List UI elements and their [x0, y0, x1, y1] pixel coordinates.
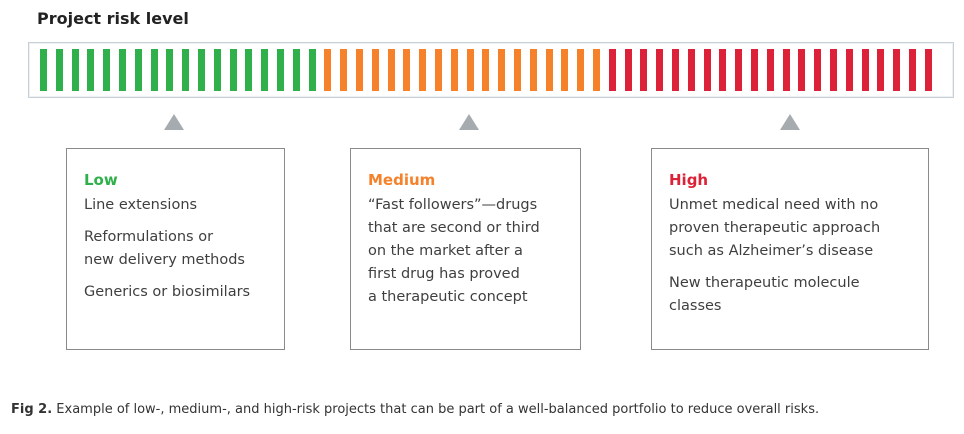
- high-risk-segment: [704, 49, 711, 91]
- low-risk-segment: [309, 49, 316, 91]
- low-risk-segment: [261, 49, 268, 91]
- low-risk-segment: [166, 49, 173, 91]
- low-risk-item: Generics or biosimilars: [84, 284, 251, 300]
- medium-risk-segment: [435, 49, 442, 91]
- high-risk-segment: [814, 49, 821, 91]
- low-risk-segment: [103, 49, 110, 91]
- medium-risk-segment: [593, 49, 600, 91]
- low-risk-item: Reformulations or new delivery methods: [84, 229, 245, 268]
- high-risk-heading: High: [669, 171, 709, 189]
- medium-risk-box: Medium “Fast followers”—drugs that are s…: [350, 148, 581, 350]
- medium-risk-segment: [514, 49, 521, 91]
- medium-risk-segment: [388, 49, 395, 91]
- medium-risk-segment: [530, 49, 537, 91]
- low-risk-segment: [230, 49, 237, 91]
- caption-label: Fig 2.: [11, 402, 53, 417]
- low-risk-segment: [119, 49, 126, 91]
- low-risk-segment: [277, 49, 284, 91]
- medium-risk-segment: [340, 49, 347, 91]
- high-risk-segment: [672, 49, 679, 91]
- medium-risk-segment: [561, 49, 568, 91]
- medium-risk-segment: [451, 49, 458, 91]
- low-risk-segment: [40, 49, 47, 91]
- low-risk-item: Line extensions: [84, 197, 198, 213]
- high-risk-segment: [830, 49, 837, 91]
- medium-risk-item: “Fast followers”—drugs that are second o…: [368, 197, 540, 305]
- high-risk-segment: [640, 49, 647, 91]
- high-risk-segment: [719, 49, 726, 91]
- figure-caption: Fig 2. Example of low-, medium-, and hig…: [11, 402, 819, 417]
- low-risk-segment: [56, 49, 63, 91]
- high-risk-segment: [688, 49, 695, 91]
- low-risk-segment: [293, 49, 300, 91]
- high-risk-segment: [656, 49, 663, 91]
- medium-pointer-arrow-icon: [459, 114, 479, 130]
- low-risk-segment: [182, 49, 189, 91]
- low-risk-segment: [87, 49, 94, 91]
- low-risk-segment: [245, 49, 252, 91]
- high-risk-segment: [798, 49, 805, 91]
- medium-risk-segment: [467, 49, 474, 91]
- diagram-title: Project risk level: [37, 9, 189, 28]
- high-risk-segment: [783, 49, 790, 91]
- medium-risk-segment: [482, 49, 489, 91]
- low-risk-segment: [214, 49, 221, 91]
- medium-risk-segment: [324, 49, 331, 91]
- medium-risk-heading: Medium: [368, 171, 436, 189]
- medium-risk-segment: [577, 49, 584, 91]
- high-risk-segment: [767, 49, 774, 91]
- high-risk-item: New therapeutic molecule classes: [669, 275, 860, 314]
- high-risk-segment: [893, 49, 900, 91]
- high-risk-segment: [751, 49, 758, 91]
- high-risk-segment: [877, 49, 884, 91]
- medium-risk-segment: [403, 49, 410, 91]
- low-risk-segment: [72, 49, 79, 91]
- low-risk-segment: [135, 49, 142, 91]
- low-risk-heading: Low: [84, 171, 118, 189]
- caption-text: Example of low-, medium-, and high-risk …: [52, 402, 820, 417]
- medium-risk-segment: [498, 49, 505, 91]
- low-risk-box: Low Line extensions Reformulations or ne…: [66, 148, 285, 350]
- low-risk-segment: [151, 49, 158, 91]
- medium-risk-segment: [546, 49, 553, 91]
- low-pointer-arrow-icon: [164, 114, 184, 130]
- high-risk-segment: [625, 49, 632, 91]
- high-risk-segment: [609, 49, 616, 91]
- risk-level-meter: [28, 42, 954, 98]
- high-risk-segment: [909, 49, 916, 91]
- medium-risk-segment: [356, 49, 363, 91]
- low-risk-segment: [198, 49, 205, 91]
- high-pointer-arrow-icon: [780, 114, 800, 130]
- high-risk-segment: [862, 49, 869, 91]
- medium-risk-segment: [419, 49, 426, 91]
- medium-risk-segment: [372, 49, 379, 91]
- high-risk-segment: [846, 49, 853, 91]
- high-risk-item: Unmet medical need with no proven therap…: [669, 197, 881, 259]
- high-risk-box: High Unmet medical need with no proven t…: [651, 148, 929, 350]
- high-risk-segment: [925, 49, 932, 91]
- high-risk-segment: [735, 49, 742, 91]
